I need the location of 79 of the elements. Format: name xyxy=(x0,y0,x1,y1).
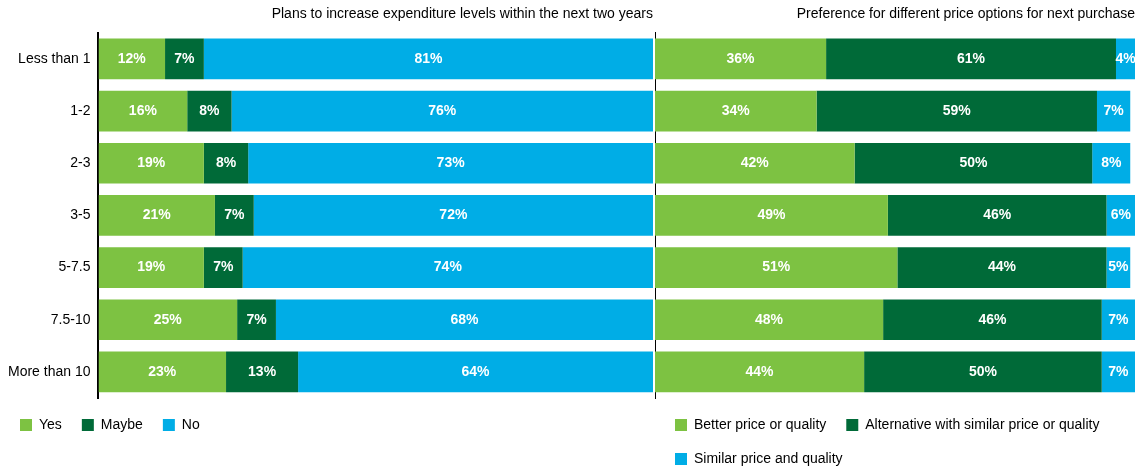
data-label: 61% xyxy=(957,49,986,66)
legend-label: Similar price and quality xyxy=(694,449,843,466)
data-label: 12% xyxy=(117,49,147,66)
data-label: 64% xyxy=(461,362,491,379)
bar xyxy=(1092,142,1131,184)
bar xyxy=(816,90,1097,132)
data-label: 7% xyxy=(213,258,234,275)
data-label: 13% xyxy=(248,362,277,379)
bar xyxy=(887,195,1107,236)
chart-title: Preference for different price options for next purchase xyxy=(796,5,1136,22)
bar xyxy=(826,38,1116,80)
data-label: 19% xyxy=(137,154,166,171)
data-label: 25% xyxy=(153,310,183,327)
data-label: 8% xyxy=(215,154,237,171)
bar xyxy=(214,195,254,236)
bar xyxy=(237,299,276,341)
data-label: 7% xyxy=(1108,362,1130,379)
data-label: 7% xyxy=(174,49,196,66)
data-label: 6% xyxy=(1110,206,1132,223)
bar xyxy=(883,299,1102,341)
bar xyxy=(98,351,227,393)
legend-label: No xyxy=(181,415,200,432)
bar xyxy=(864,351,1102,393)
y-tick-label: 5-7.5 xyxy=(58,258,91,275)
legend-label: Alternative with similar price or quality xyxy=(865,415,1100,432)
data-label: 7% xyxy=(1108,310,1130,327)
bar xyxy=(98,38,166,80)
y-tick-label: Less than 1 xyxy=(18,49,91,66)
data-label: 46% xyxy=(983,206,1012,223)
data-label: 73% xyxy=(436,154,466,171)
data-label: 16% xyxy=(128,101,158,118)
bar xyxy=(203,142,249,184)
data-label: 50% xyxy=(959,154,988,171)
data-label: 44% xyxy=(987,258,1017,275)
bar xyxy=(854,142,1093,184)
data-label: 74% xyxy=(433,258,463,275)
chart-title: Plans to increase expenditure levels within the next two years xyxy=(271,5,653,22)
bar xyxy=(98,299,238,341)
y-tick-label: 3-5 xyxy=(70,206,91,223)
bar xyxy=(98,142,204,184)
data-label: 34% xyxy=(721,101,751,118)
bar xyxy=(226,351,299,393)
bar xyxy=(98,195,215,236)
data-label: 19% xyxy=(137,258,166,275)
data-label: 36% xyxy=(726,49,756,66)
legend-label: Yes xyxy=(39,415,62,432)
data-label: 81% xyxy=(414,49,443,66)
bar xyxy=(98,90,188,132)
data-label: 48% xyxy=(755,310,784,327)
y-tick-label: 1-2 xyxy=(70,101,91,118)
data-label: 72% xyxy=(439,206,468,223)
data-label: 51% xyxy=(762,258,791,275)
data-label: 49% xyxy=(757,206,786,223)
data-label: 68% xyxy=(450,310,480,327)
data-label: 50% xyxy=(968,362,998,379)
bar xyxy=(897,247,1107,288)
bar xyxy=(203,247,243,288)
data-label: 46% xyxy=(978,310,1007,327)
data-label: 44% xyxy=(745,362,775,379)
legend-label: Maybe xyxy=(100,415,144,432)
bar xyxy=(165,38,204,80)
data-label: 21% xyxy=(142,206,172,223)
y-tick-label: More than 10 xyxy=(8,362,91,379)
y-tick-label: 2-3 xyxy=(70,154,91,171)
data-label: 8% xyxy=(199,101,221,118)
data-label: 8% xyxy=(1101,154,1122,171)
data-label: 76% xyxy=(428,101,457,118)
bar xyxy=(98,247,204,288)
bar xyxy=(187,90,232,132)
data-label: 7% xyxy=(246,310,268,327)
data-label: 7% xyxy=(224,206,246,223)
data-label: 59% xyxy=(942,101,972,118)
bar xyxy=(1101,299,1135,341)
y-tick-label: 7.5-10 xyxy=(50,310,91,327)
data-label: 7% xyxy=(1103,101,1125,118)
legend-label: Better price or quality xyxy=(694,415,827,432)
data-label: 5% xyxy=(1108,258,1130,275)
data-label: 23% xyxy=(148,362,177,379)
data-label: 42% xyxy=(740,154,770,171)
